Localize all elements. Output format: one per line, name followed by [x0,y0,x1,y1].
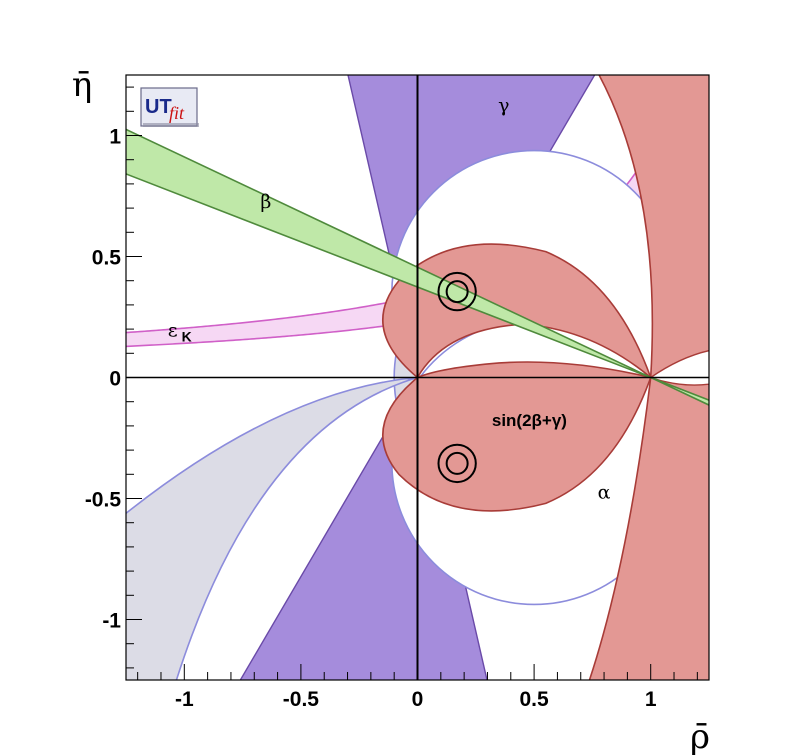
logo-shadow [143,123,199,127]
utfit-logo: UT fit [140,87,199,127]
logo-ut: UT [145,96,172,118]
tick-labels: -1 -0.5 0 0.5 1 1 0.5 0 -0.5 -1 [85,126,657,712]
x-tick-label: -0.5 [283,688,320,711]
constraint-label: α [598,482,611,504]
fit-contour [445,451,469,475]
sin2bg-lower [382,361,652,512]
logo-fit: fit [169,103,185,123]
x-tick-label: 1 [645,688,657,711]
constraint-sublabel: K [182,328,192,344]
y-tick-label: -0.5 [85,489,122,512]
y-tick-label: -1 [102,610,121,633]
fit-contour [445,280,469,304]
alpha-band-left [126,376,418,680]
y-tick-label: 1 [109,126,121,149]
y-axis-title: η̄ [72,65,92,105]
x-tick-label: 0 [412,688,424,711]
x-tick-label: 0.5 [519,688,549,711]
sin2bg-upper [382,243,653,380]
y-tick-label: 0.5 [92,247,122,270]
y-tick-label: 0 [109,368,121,391]
logo-box [140,87,198,127]
fit-contour [437,443,477,484]
fit-contours [437,271,477,484]
fit-contour [437,271,477,312]
constraint-label: ε [168,319,178,341]
constraint-label: γ [498,94,509,116]
beta-band [126,128,709,406]
x-tick-label: -1 [175,688,194,711]
axis-ticks [126,86,698,680]
x-axis-title: ρ̄ [690,717,710,756]
constraint-label: β [260,191,271,213]
constraint-label: sin(2β+γ) [492,411,567,430]
zero-axes [126,75,709,680]
